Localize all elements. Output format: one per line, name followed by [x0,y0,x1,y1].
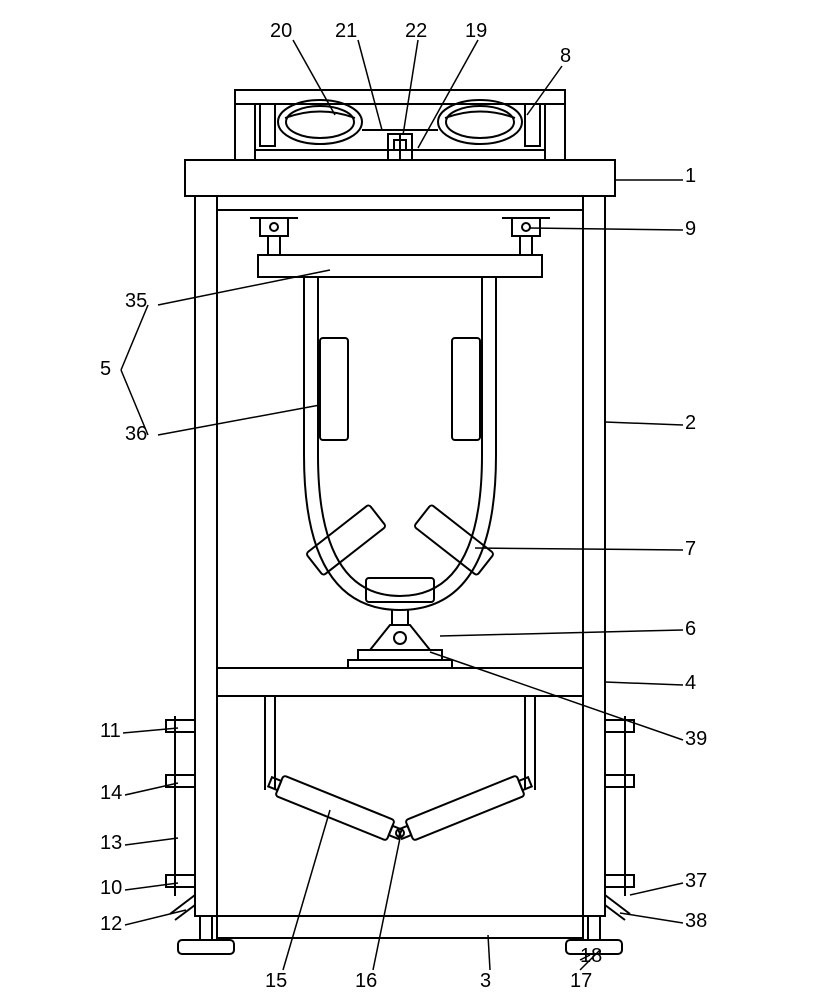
label-9: 9 [685,218,696,241]
label-4: 4 [685,672,696,695]
top-plate [185,160,615,196]
label-3: 3 [480,970,491,993]
label-1: 1 [685,165,696,188]
label-22: 22 [405,20,427,43]
u-frame-outer [304,277,496,610]
left-bracket [260,218,288,236]
label-19: 19 [465,20,487,43]
pivot-assembly [348,610,452,668]
bottom-beam [217,916,583,938]
label-17: 17 [570,970,592,993]
right-wheel [438,100,522,144]
bottom-rollers [265,696,535,844]
label-36: 36 [125,423,147,446]
label-7: 7 [685,538,696,561]
right-pad [452,338,480,440]
u-frame-top [258,255,542,277]
label-12: 12 [100,913,122,936]
right-column [583,196,605,916]
label-20: 20 [270,20,292,43]
left-angle-pad [306,504,386,575]
left-foot [178,916,234,954]
top-left-post [235,104,255,160]
label-16: 16 [355,970,377,993]
mid-beam [217,668,583,696]
label-10: 10 [100,877,122,900]
label-14: 14 [100,782,122,805]
left-side-rails [166,716,195,920]
label-39: 39 [685,728,707,751]
label-11: 11 [100,720,121,743]
label-35: 35 [125,290,147,313]
label-37: 37 [685,870,707,893]
top-assembly-bar [235,90,565,104]
label-21: 21 [335,20,357,43]
diagram-container: 20 21 22 19 8 1 9 35 5 36 2 7 6 4 11 14 … [0,0,820,1000]
label-8: 8 [560,45,571,68]
right-side-rails [605,716,634,920]
label-6: 6 [685,618,696,641]
engineering-diagram [0,0,820,1000]
top-right-post [545,104,565,160]
top-left-inner [260,104,275,146]
u-frame-inner [318,277,482,596]
label-18: 18 [580,945,602,968]
top-right-inner [525,104,540,146]
left-column [195,196,217,916]
left-wheel [278,100,362,144]
left-pad [320,338,348,440]
label-13: 13 [100,832,122,855]
label-2: 2 [685,412,696,435]
label-38: 38 [685,910,707,933]
label-15: 15 [265,970,287,993]
bottom-pad [366,578,434,602]
right-angle-pad [414,504,494,575]
label-5: 5 [100,358,111,381]
right-bracket [512,218,540,236]
